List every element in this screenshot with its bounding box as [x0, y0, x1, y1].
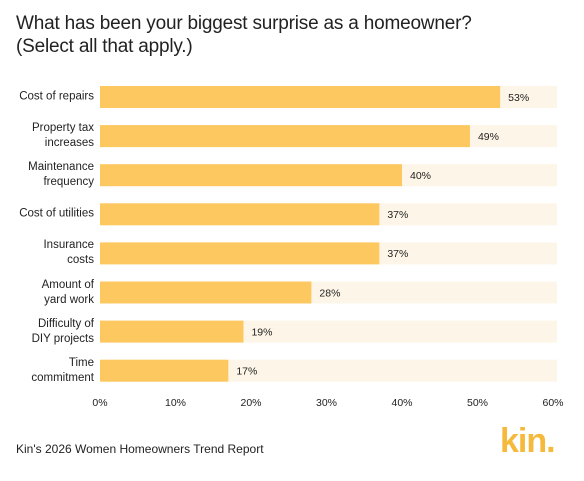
bar — [100, 242, 380, 265]
x-tick-label: 20% — [240, 397, 261, 409]
value-label: 37% — [387, 209, 408, 221]
category-label: Maintenance frequency — [28, 161, 94, 189]
x-tick-label: 10% — [165, 397, 186, 409]
category-label: Cost of repairs — [19, 90, 94, 103]
bar — [100, 281, 312, 304]
value-label: 37% — [387, 248, 408, 260]
value-label: 28% — [319, 287, 340, 299]
category-label: Property tax increases — [32, 122, 94, 150]
x-tick-label: 30% — [316, 397, 337, 409]
category-label: Time commitment — [31, 356, 94, 384]
chart-title: What has been your biggest surprise as a… — [16, 13, 472, 57]
x-tick-label: 60% — [542, 397, 563, 409]
x-tick-label: 0% — [92, 397, 107, 409]
logo: kin. — [500, 422, 556, 460]
value-label: 17% — [236, 365, 257, 377]
bar — [100, 320, 244, 343]
category-label: Amount of yard work — [41, 278, 94, 306]
category-label: Difficulty of DIY projects — [31, 317, 94, 345]
x-tick-label: 40% — [391, 397, 412, 409]
bar — [100, 203, 380, 226]
category-label: Cost of utilities — [19, 207, 94, 220]
value-label: 53% — [508, 92, 529, 104]
x-tick-label: 50% — [467, 397, 488, 409]
value-label: 40% — [410, 170, 431, 182]
bar — [100, 86, 501, 108]
bar — [100, 125, 470, 148]
source-note: Kin's 2026 Women Homeowners Trend Report — [16, 442, 264, 456]
value-label: 49% — [478, 131, 499, 143]
bar — [100, 164, 402, 187]
category-label: Insurance costs — [43, 239, 94, 267]
value-label: 19% — [251, 326, 272, 338]
bar — [100, 359, 229, 382]
